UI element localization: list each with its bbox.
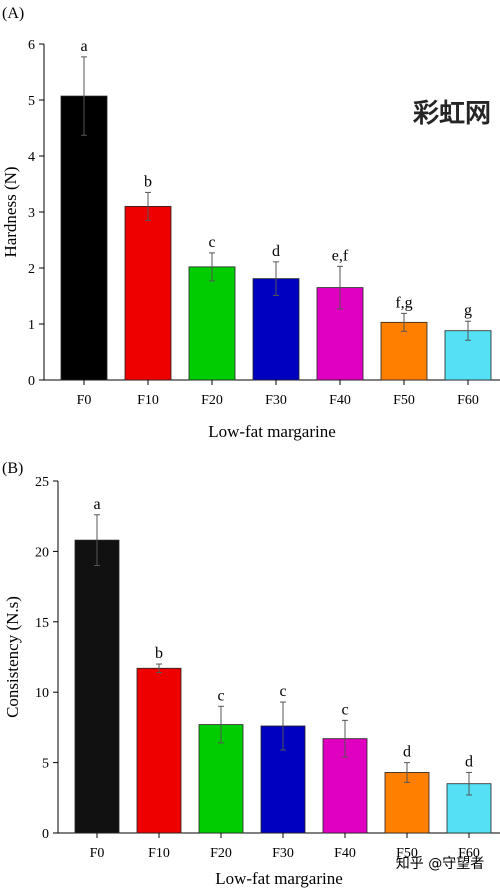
- significance-letter: c: [279, 683, 286, 700]
- significance-letter: f,g: [395, 294, 412, 311]
- x-axis-title: Low-fat margarine: [208, 422, 336, 441]
- x-tick-label: F0: [77, 393, 92, 408]
- y-tick-label: 2: [28, 262, 35, 277]
- significance-letter: d: [272, 243, 280, 260]
- panel-b-consistency-chart: 0 5 10 15 20 25 a F0 b F10 c F20 c F30 c F40 d F50 d F60 Low…: [2, 460, 500, 888]
- x-tick-label: F0: [90, 846, 105, 861]
- y-tick-label: 1: [28, 318, 35, 333]
- bar-f30: [252, 278, 300, 381]
- bar-f20: [188, 266, 236, 381]
- x-axis-title: Low-fat margarine: [215, 869, 343, 888]
- x-tick-label: F20: [210, 846, 232, 861]
- y-tick-label: 5: [28, 94, 35, 109]
- y-tick-label: 10: [35, 686, 49, 701]
- x-tick-label: F50: [396, 846, 418, 861]
- significance-letter: c: [341, 701, 348, 718]
- significance-letter: e,f: [332, 247, 349, 264]
- y-tick-label: 6: [28, 38, 35, 53]
- significance-letter: g: [464, 302, 472, 319]
- x-tick-label: F30: [265, 393, 287, 408]
- x-tick-label: F60: [457, 393, 479, 408]
- y-axis-title: Consistency (N.s): [3, 596, 22, 718]
- watermark-top-right: 彩虹网: [412, 99, 491, 129]
- bar-f10: [136, 667, 182, 834]
- significance-letter: d: [465, 753, 473, 770]
- bar-f0: [60, 95, 108, 381]
- y-tick-label: 0: [42, 827, 49, 842]
- significance-letter: c: [217, 687, 224, 704]
- x-tick-label: F10: [148, 846, 170, 861]
- bar-f10: [124, 205, 172, 381]
- significance-letter: d: [403, 744, 411, 761]
- y-tick-label: 0: [28, 374, 35, 389]
- y-tick-label: 15: [35, 616, 49, 631]
- x-tick-label: F60: [458, 846, 480, 861]
- y-tick-label: 3: [28, 206, 35, 221]
- x-tick-label: F10: [137, 393, 159, 408]
- panel-label: (B): [2, 460, 23, 477]
- panel-a-hardness-chart: 0 1 2 3 4 5 6 a F0 b F10 c F20 d F30 e,f F40 f,g F50 g F60 Lo…: [1, 5, 500, 441]
- significance-letter: a: [80, 38, 87, 55]
- bar-f0: [74, 539, 120, 834]
- significance-letter: b: [155, 645, 163, 662]
- y-tick-label: 25: [35, 475, 49, 490]
- watermark-bottom-right: 知乎 @守望者: [396, 855, 484, 872]
- y-tick-label: 4: [28, 150, 35, 165]
- x-tick-label: F30: [272, 846, 294, 861]
- significance-letter: a: [93, 496, 100, 513]
- y-tick-label: 20: [35, 545, 49, 560]
- y-axis-title: Hardness (N): [1, 166, 20, 257]
- bar-f50: [380, 321, 428, 381]
- x-tick-label: F20: [201, 393, 223, 408]
- y-tick-label: 5: [42, 757, 49, 772]
- x-tick-label: F40: [334, 846, 356, 861]
- x-tick-label: F50: [393, 393, 415, 408]
- significance-letter: c: [208, 234, 215, 251]
- panel-label: (A): [2, 5, 24, 22]
- x-tick-label: F40: [329, 393, 351, 408]
- significance-letter: b: [144, 173, 152, 190]
